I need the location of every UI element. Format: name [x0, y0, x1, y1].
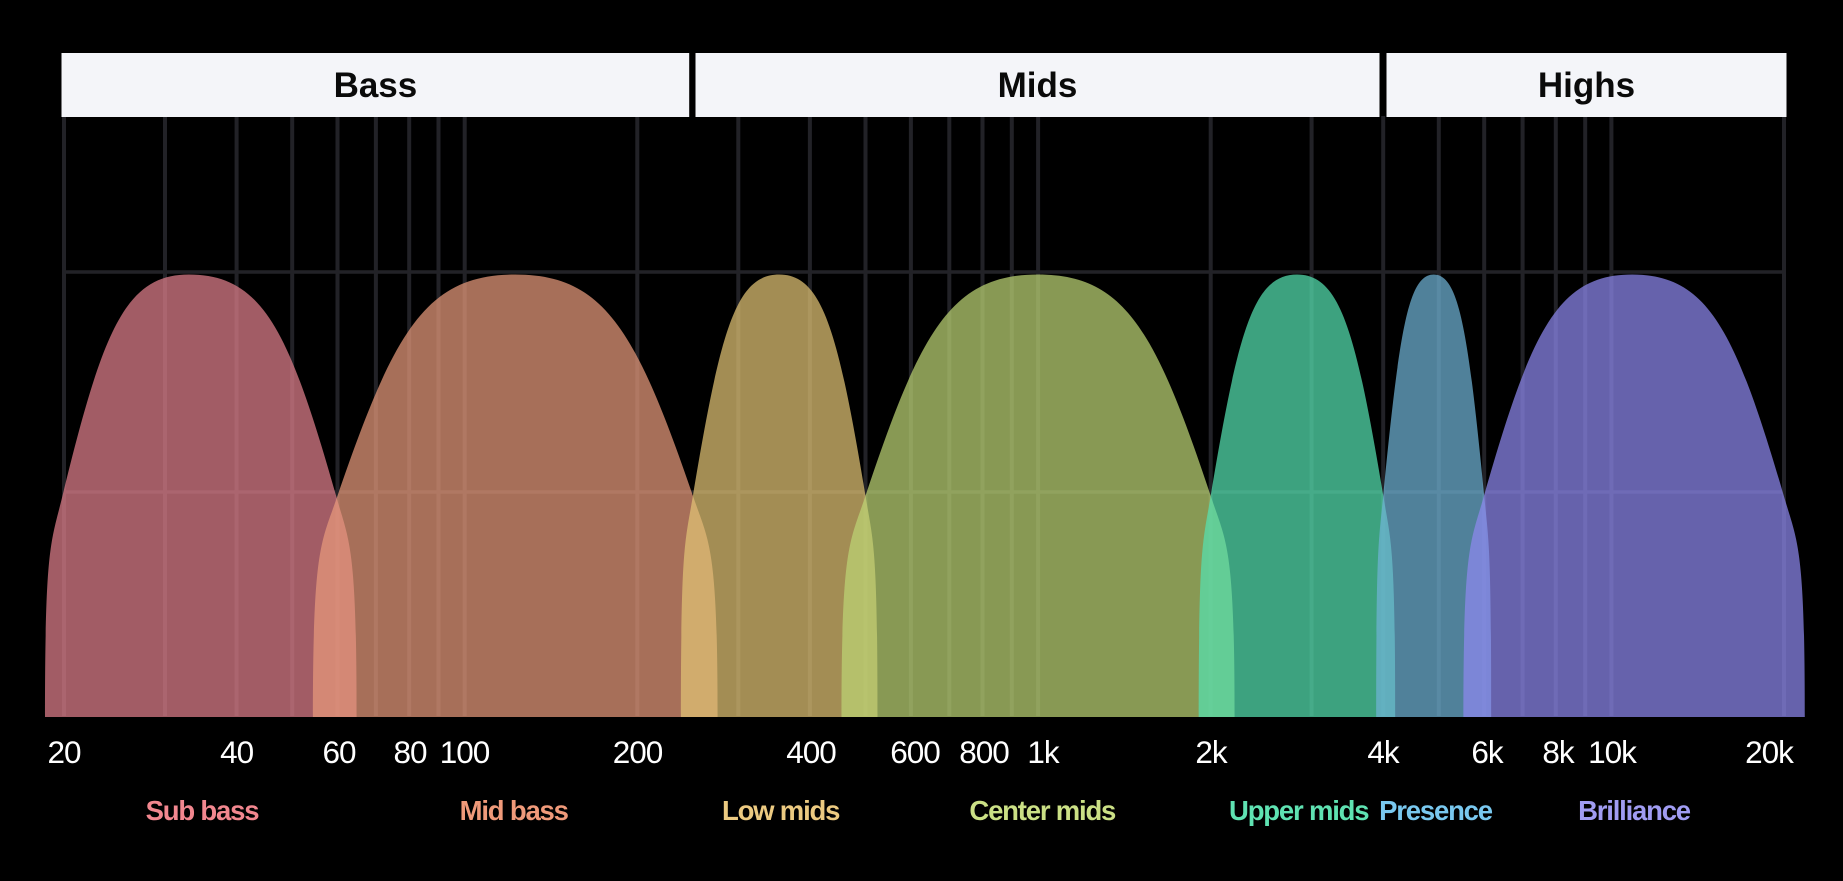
svg-text:Presence: Presence: [1379, 795, 1493, 826]
svg-text:6k: 6k: [1471, 734, 1504, 770]
svg-text:Upper mids: Upper mids: [1229, 795, 1369, 826]
svg-text:400: 400: [786, 734, 836, 770]
svg-text:Highs: Highs: [1538, 66, 1635, 105]
svg-text:20k: 20k: [1745, 734, 1794, 770]
svg-text:Mids: Mids: [998, 66, 1078, 105]
svg-text:Bass: Bass: [334, 66, 418, 105]
svg-text:Low mids: Low mids: [722, 795, 840, 826]
svg-text:4k: 4k: [1367, 734, 1400, 770]
svg-text:8k: 8k: [1542, 734, 1575, 770]
svg-text:200: 200: [613, 734, 663, 770]
svg-text:100: 100: [440, 734, 490, 770]
svg-text:Sub bass: Sub bass: [146, 795, 260, 826]
svg-text:10k: 10k: [1588, 734, 1637, 770]
svg-text:Mid bass: Mid bass: [460, 795, 569, 826]
svg-text:Center mids: Center mids: [969, 795, 1116, 826]
svg-text:20: 20: [47, 734, 81, 770]
svg-text:600: 600: [890, 734, 940, 770]
svg-text:40: 40: [220, 734, 254, 770]
svg-text:2k: 2k: [1195, 734, 1228, 770]
svg-text:1k: 1k: [1027, 734, 1060, 770]
svg-text:60: 60: [322, 734, 356, 770]
svg-text:800: 800: [959, 734, 1009, 770]
svg-text:Brilliance: Brilliance: [1578, 795, 1691, 826]
svg-text:80: 80: [393, 734, 427, 770]
